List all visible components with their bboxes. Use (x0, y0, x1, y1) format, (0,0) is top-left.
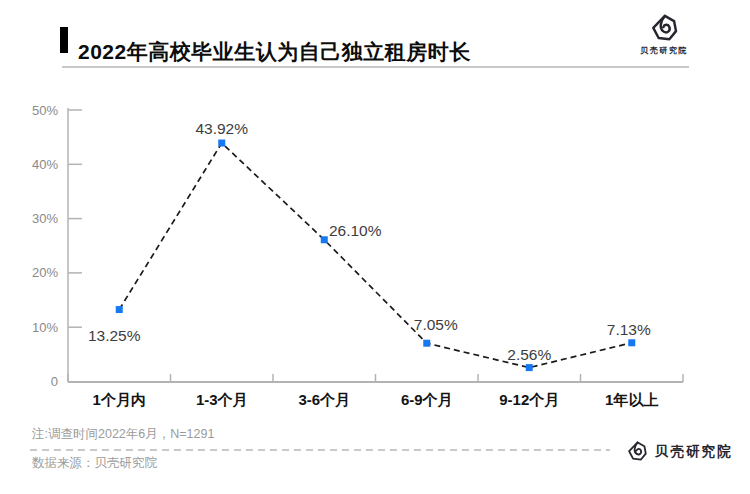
footer-brand-label: 贝壳研究院 (655, 443, 733, 461)
data-point-label: 13.25% (88, 327, 141, 344)
data-point-label: 7.13% (607, 321, 651, 338)
data-point-label: 7.05% (414, 316, 458, 333)
data-point-marker (423, 340, 430, 347)
data-point-marker (116, 306, 123, 313)
line-chart: 50% 40% 30% 20% 10% 0 1个月内 1-3个月 3-6个月 6-9个月 9-12个… (0, 0, 750, 420)
data-point-label: 43.92% (195, 120, 248, 137)
footer-dashed-divider (30, 449, 610, 451)
data-source: 数据来源：贝壳研究院 (32, 455, 157, 472)
data-point-label: 2.56% (507, 346, 551, 363)
data-point-marker (218, 140, 225, 147)
data-point-marker (526, 364, 533, 371)
y-tick-label: 0 (51, 374, 58, 389)
chart-note: 注:调查时间2022年6月，N=1291 (32, 426, 214, 443)
y-tick-label: 30% (32, 211, 58, 226)
x-category-label: 1年以上 (605, 391, 658, 408)
chart-page: 2022年高校毕业生认为自己独立租房时长 贝壳研究院 50%40%30%20%1… (0, 0, 750, 494)
footer-brand-logo: 贝壳研究院 (626, 441, 733, 463)
x-category-label: 6-9个月 (401, 391, 453, 408)
data-point-label: 26.10% (329, 222, 382, 239)
beike-shell-icon (626, 441, 648, 463)
y-tick-label: 50% (32, 103, 58, 118)
y-tick-label: 40% (32, 157, 58, 172)
y-tick-label: 10% (32, 320, 58, 335)
data-point-marker (321, 236, 328, 243)
data-point-marker (628, 339, 635, 346)
series-line (119, 143, 632, 368)
x-category-label: 1-3个月 (196, 391, 248, 408)
y-tick-label: 20% (32, 265, 58, 280)
x-category-label: 3-6个月 (298, 391, 350, 408)
x-category-label: 9-12个月 (499, 391, 559, 408)
x-category-label: 1个月内 (93, 391, 146, 408)
